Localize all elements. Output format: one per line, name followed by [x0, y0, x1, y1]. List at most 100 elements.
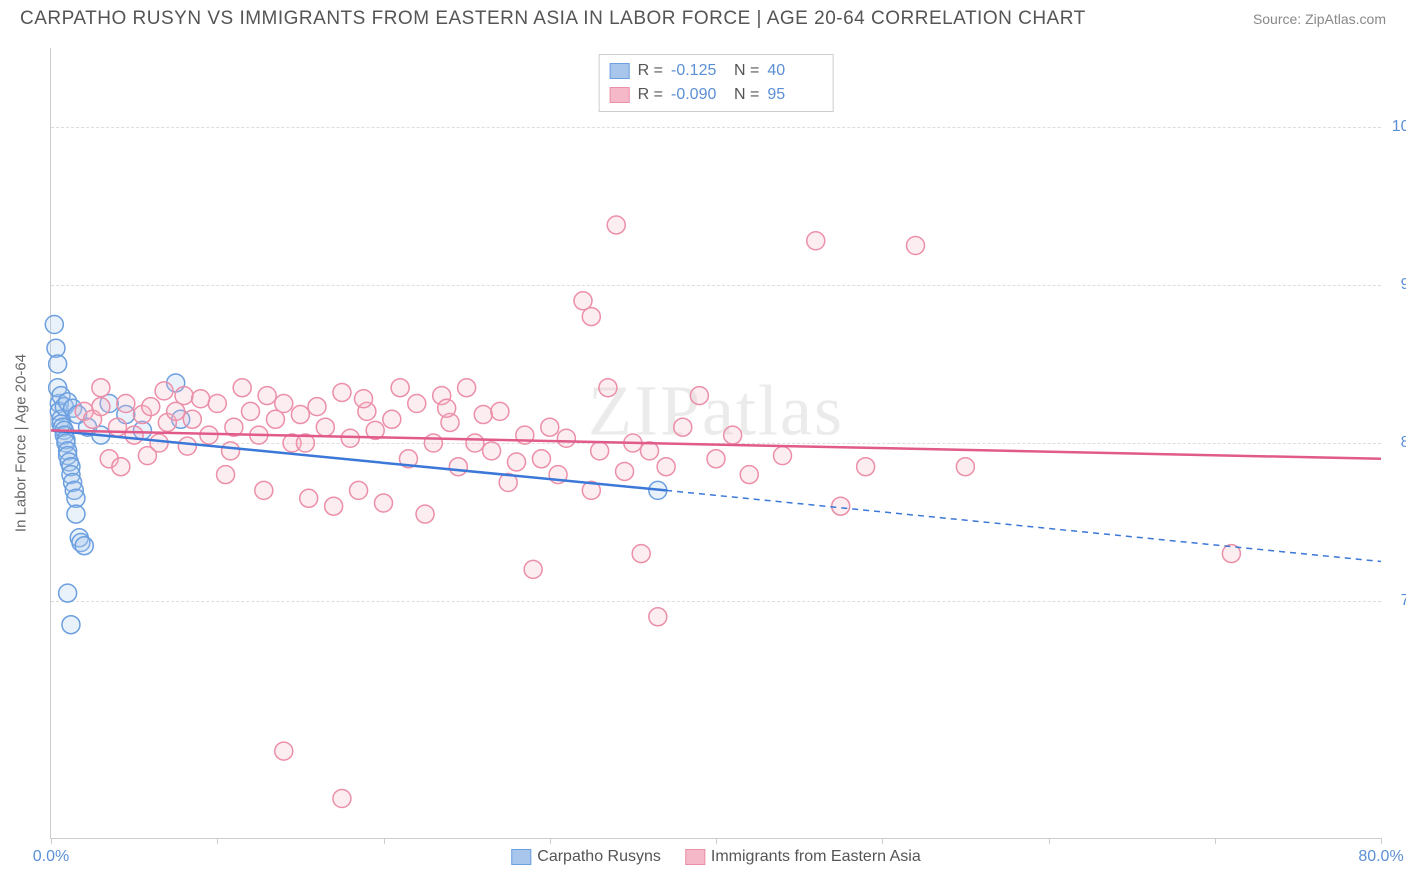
chart-title: CARPATHO RUSYN VS IMMIGRANTS FROM EASTER…	[20, 8, 1086, 30]
legend-swatch	[610, 87, 630, 103]
y-axis-label: In Labor Force | Age 20-64	[13, 354, 30, 532]
scatter-point	[316, 418, 334, 436]
scatter-point	[325, 497, 343, 515]
scatter-point	[375, 494, 393, 512]
scatter-point	[807, 232, 825, 250]
scatter-point	[242, 402, 260, 420]
scatter-point	[341, 429, 359, 447]
scatter-point	[541, 418, 559, 436]
scatter-point	[438, 399, 456, 417]
x-tick	[1381, 838, 1382, 844]
scatter-point	[641, 442, 659, 460]
scatter-point	[591, 442, 609, 460]
scatter-point	[308, 398, 326, 416]
scatter-point	[275, 742, 293, 760]
scatter-point	[616, 462, 634, 480]
legend-swatch	[685, 849, 705, 865]
legend-stats-box: R = -0.125 N = 40R = -0.090 N = 95	[599, 54, 834, 112]
legend-series-item: Immigrants from Eastern Asia	[685, 848, 921, 866]
scatter-point	[62, 616, 80, 634]
scatter-point	[109, 418, 127, 436]
scatter-point	[458, 379, 476, 397]
scatter-point	[92, 379, 110, 397]
r-value: -0.090	[671, 83, 726, 107]
x-tick-label: 80.0%	[1358, 848, 1403, 866]
legend-swatch	[511, 849, 531, 865]
scatter-point	[383, 410, 401, 428]
scatter-point	[774, 447, 792, 465]
n-value: 95	[767, 83, 822, 107]
trend-line-dashed	[666, 490, 1381, 561]
y-tick-label: 80.0%	[1386, 434, 1406, 452]
scatter-point	[449, 458, 467, 476]
scatter-point	[208, 395, 226, 413]
scatter-plot-svg	[51, 48, 1381, 838]
scatter-point	[466, 434, 484, 452]
legend-swatch	[610, 63, 630, 79]
scatter-point	[424, 434, 442, 452]
legend-stats-row: R =-0.125N =40	[610, 59, 823, 83]
scatter-point	[674, 418, 692, 436]
scatter-point	[255, 481, 273, 499]
x-tick	[550, 838, 551, 844]
scatter-point	[524, 560, 542, 578]
scatter-point	[632, 545, 650, 563]
scatter-point	[956, 458, 974, 476]
scatter-point	[483, 442, 501, 460]
scatter-point	[49, 355, 67, 373]
x-tick	[51, 838, 52, 844]
n-value: 40	[767, 59, 822, 83]
scatter-point	[355, 390, 373, 408]
scatter-point	[192, 390, 210, 408]
scatter-point	[350, 481, 368, 499]
source-label: Source: ZipAtlas.com	[1253, 11, 1386, 27]
scatter-point	[59, 584, 77, 602]
scatter-point	[258, 387, 276, 405]
scatter-point	[217, 466, 235, 484]
scatter-point	[408, 395, 426, 413]
scatter-point	[117, 395, 135, 413]
scatter-point	[707, 450, 725, 468]
scatter-point	[222, 442, 240, 460]
scatter-point	[138, 447, 156, 465]
scatter-point	[291, 406, 309, 424]
scatter-point	[175, 387, 193, 405]
scatter-point	[857, 458, 875, 476]
x-tick	[882, 838, 883, 844]
scatter-point	[724, 426, 742, 444]
x-tick-label: 0.0%	[33, 848, 69, 866]
x-tick	[716, 838, 717, 844]
y-tick-label: 90.0%	[1386, 276, 1406, 294]
y-tick-label: 70.0%	[1386, 592, 1406, 610]
scatter-point	[391, 379, 409, 397]
x-tick	[1049, 838, 1050, 844]
scatter-point	[183, 410, 201, 428]
scatter-point	[300, 489, 318, 507]
r-value: -0.125	[671, 59, 726, 83]
scatter-point	[45, 316, 63, 334]
scatter-point	[333, 383, 351, 401]
scatter-point	[557, 429, 575, 447]
scatter-point	[416, 505, 434, 523]
scatter-point	[607, 216, 625, 234]
scatter-point	[690, 387, 708, 405]
r-label: R =	[638, 83, 663, 107]
scatter-point	[75, 537, 93, 555]
n-label: N =	[734, 83, 759, 107]
scatter-point	[142, 398, 160, 416]
scatter-point	[474, 406, 492, 424]
n-label: N =	[734, 59, 759, 83]
legend-stats-row: R = -0.090 N = 95	[610, 83, 823, 107]
scatter-point	[125, 426, 143, 444]
legend-series-label: Carpatho Rusyns	[537, 848, 661, 866]
scatter-point	[491, 402, 509, 420]
scatter-point	[333, 790, 351, 808]
scatter-point	[67, 505, 85, 523]
scatter-point	[907, 237, 925, 255]
scatter-point	[599, 379, 617, 397]
scatter-point	[112, 458, 130, 476]
scatter-point	[155, 382, 173, 400]
scatter-point	[233, 379, 251, 397]
x-tick	[1215, 838, 1216, 844]
scatter-point	[832, 497, 850, 515]
